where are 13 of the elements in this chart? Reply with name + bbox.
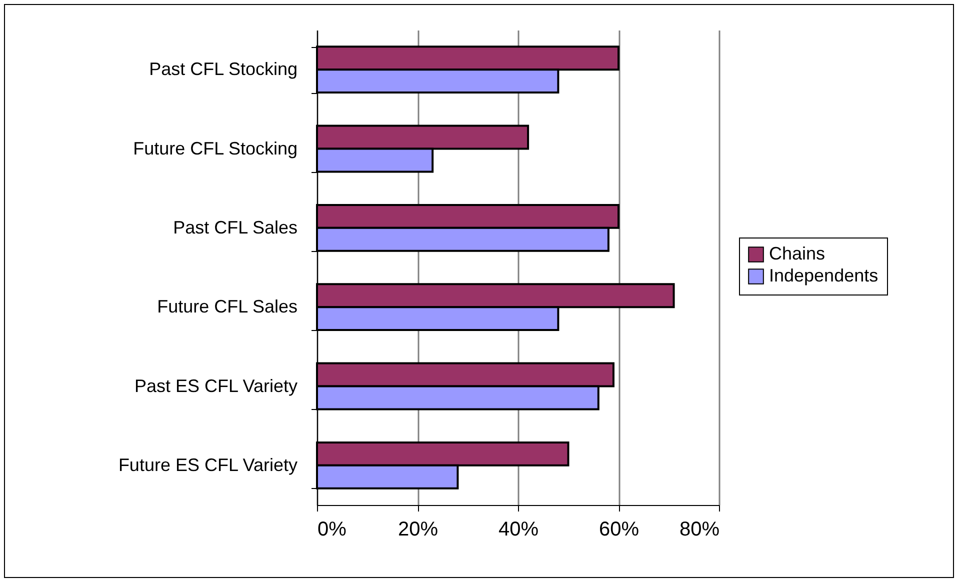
x-tick-label: 60%: [598, 518, 640, 540]
y-tick-label: Past CFL Sales: [173, 217, 298, 238]
x-tick-label: 20%: [398, 518, 438, 540]
legend-label: Chains: [769, 244, 826, 264]
y-tick-label: Future CFL Sales: [157, 296, 298, 317]
y-tick-label: Past ES CFL Variety: [134, 376, 298, 396]
y-tick-label: Past CFL Stocking: [149, 59, 298, 80]
legend-label: Independents: [769, 266, 878, 286]
x-tick-label: 80%: [679, 518, 720, 540]
x-tick-label: 0%: [318, 518, 347, 540]
y-tick-label: Future CFL Stocking: [133, 138, 298, 158]
x-tick-label: 40%: [498, 518, 539, 540]
y-tick-label: Future ES CFL Variety: [118, 454, 298, 475]
